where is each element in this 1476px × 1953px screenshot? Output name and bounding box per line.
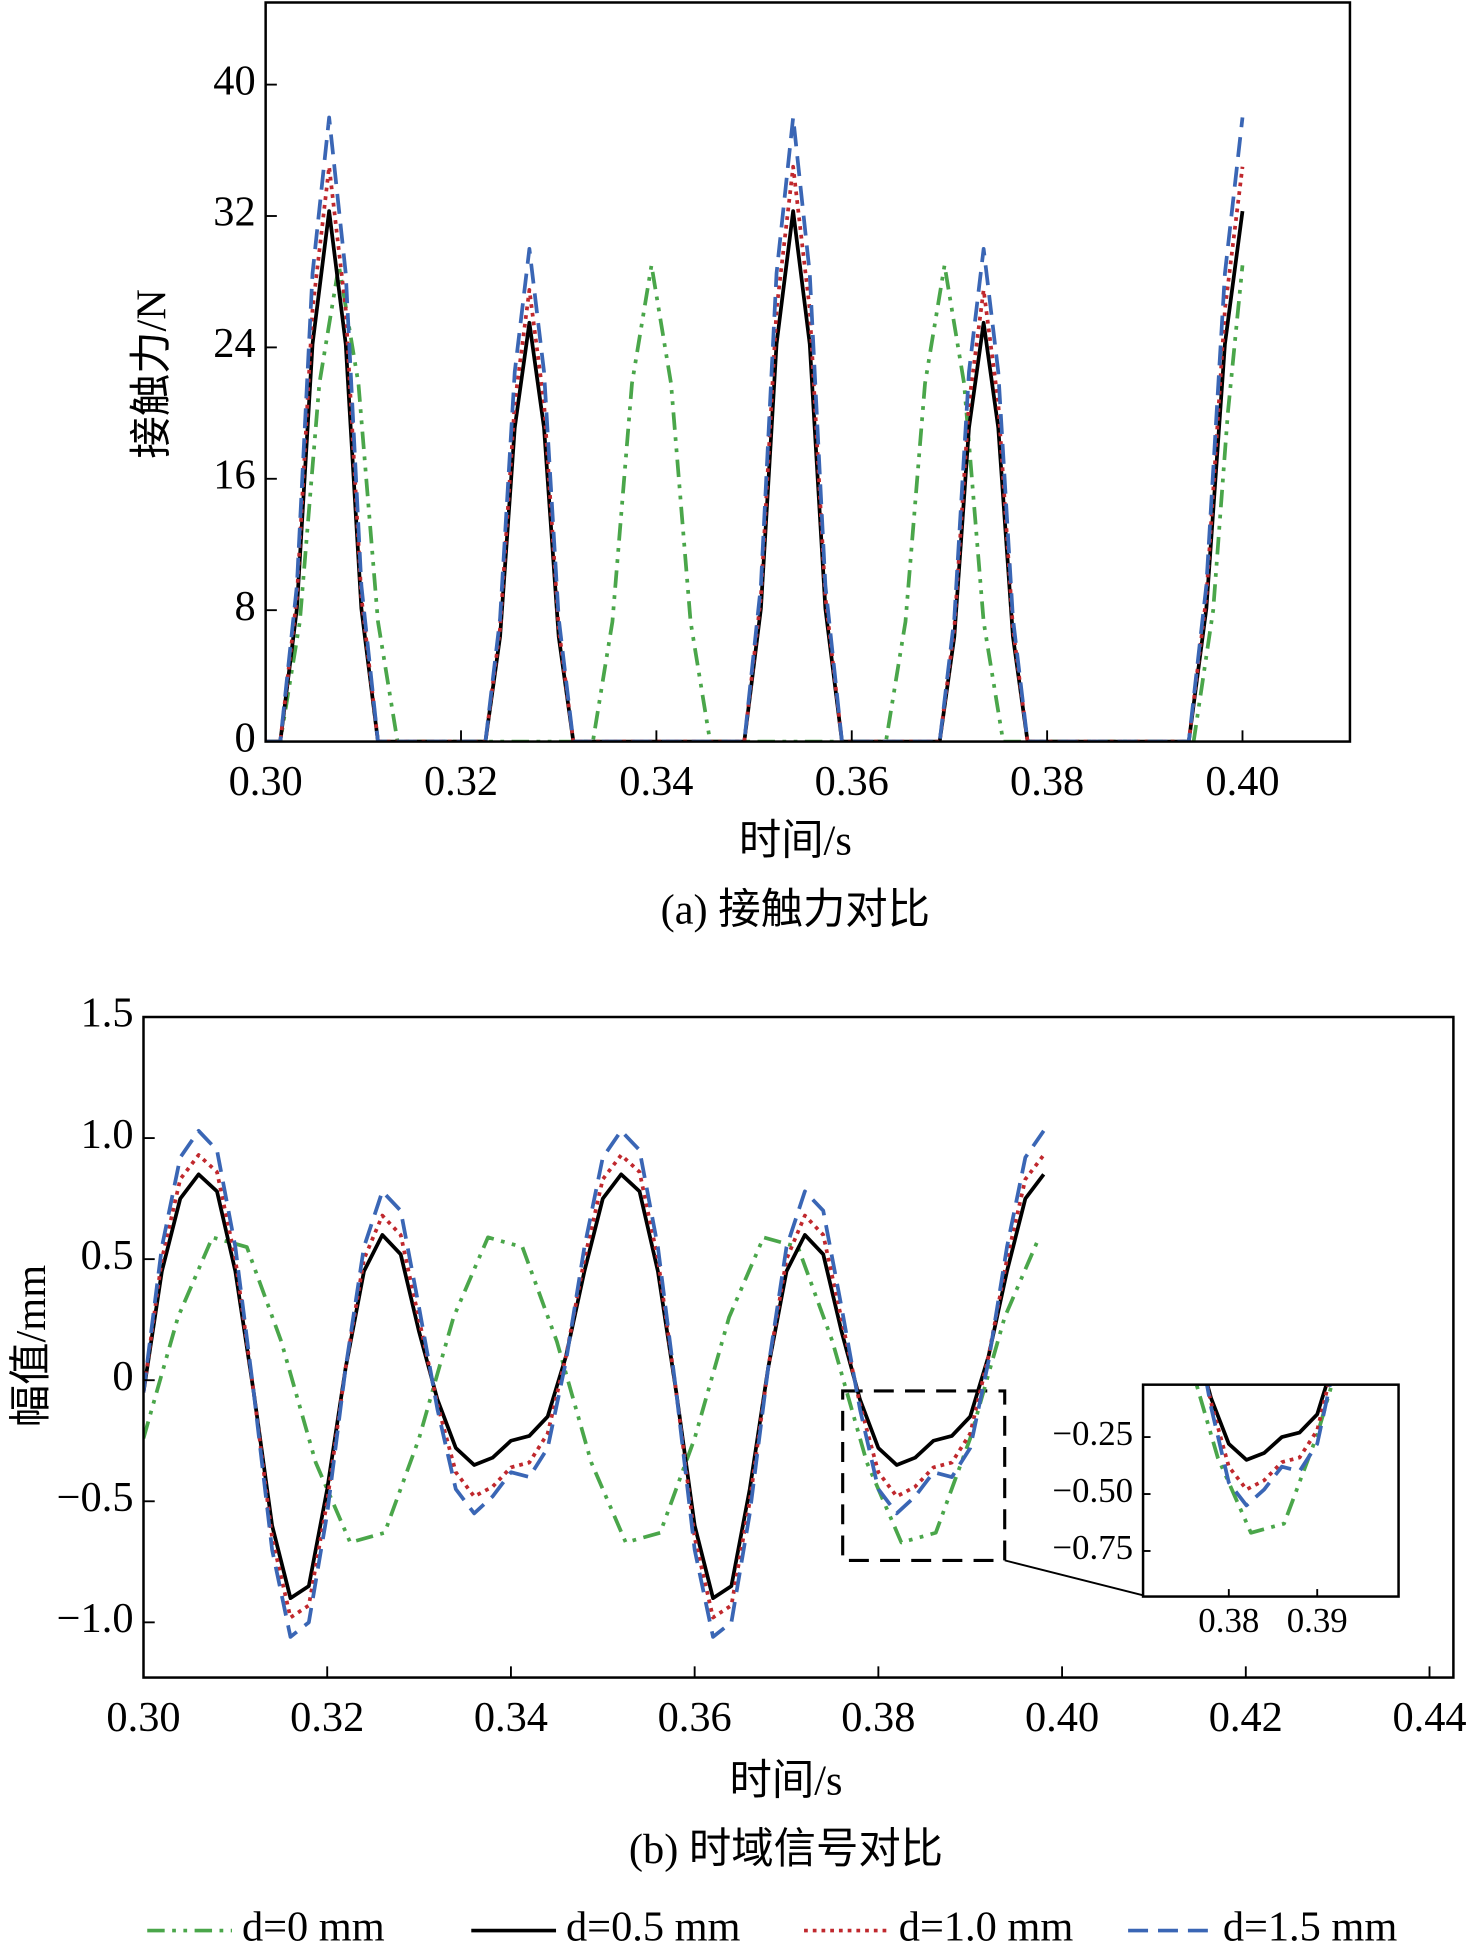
legend-label: d=1.0 mm [899, 1903, 1074, 1950]
series-line [143, 1235, 1041, 1545]
y-tick-label: −0.5 [57, 1474, 134, 1521]
x-tick-label: 0.34 [619, 758, 693, 805]
legend: d=0 mm d=0.5 mm d=1.0 mm d=1.5 mm [147, 1903, 1397, 1950]
y-tick-label: 0.5 [81, 1232, 134, 1279]
series-line [265, 115, 1245, 742]
x-tick-label: 0.38 [1198, 1601, 1259, 1640]
x-tick-label: 0.32 [424, 758, 498, 805]
x-tick-label: 0.30 [106, 1694, 180, 1741]
series-line [143, 1128, 1046, 1639]
chart-1: 1.5 1.0 0.5 0 −0.5 −1.0 0.30 0.32 0.34 0.36 0.38 0.… [8, 990, 1467, 1873]
x-tick-label: 0.36 [658, 1694, 732, 1741]
y-tick-label: 24 [213, 320, 255, 367]
y-tick-label: 1.5 [81, 990, 134, 1037]
y-tick-label: 40 [213, 57, 255, 104]
x-tick-label: 0.30 [229, 758, 303, 805]
zoom-region [841, 1389, 1007, 1562]
y-tick-label: 32 [213, 189, 255, 236]
series-line [143, 1172, 1046, 1601]
x-tick-label: 0.36 [815, 758, 889, 805]
y-tick-label: 8 [234, 583, 255, 630]
y-tick-label: −0.25 [1052, 1414, 1133, 1453]
plot-frame [264, 1, 1352, 743]
caption: (b) 时域信号对比 [629, 1826, 943, 1873]
series-line [143, 1153, 1046, 1620]
y-tick-label: 0 [112, 1353, 133, 1400]
series-line [1205, 1384, 1331, 1492]
x-tick-label: 0.42 [1209, 1694, 1283, 1741]
zoom-connector [1004, 1559, 1144, 1597]
inset: −0.25 −0.50 −0.75 0.38 0.39 [1052, 1383, 1400, 1640]
legend-label: d=0.5 mm [566, 1903, 741, 1950]
legend-label: d=0 mm [242, 1903, 385, 1950]
caption: (a) 接触力对比 [661, 886, 930, 933]
plot-frame [1141, 1383, 1400, 1598]
y-tick-label: 0 [234, 714, 255, 761]
series-line [265, 263, 1245, 742]
y-tick-label: −1.0 [57, 1595, 134, 1642]
series-line [1205, 1384, 1329, 1462]
y-tick-label: −0.50 [1052, 1471, 1133, 1510]
x-axis-label: 时间/s [739, 818, 852, 865]
x-tick-label: 0.34 [474, 1694, 548, 1741]
y-tick-label: 1.0 [81, 1111, 134, 1158]
x-tick-label: 0.44 [1392, 1694, 1466, 1741]
series-line [1205, 1384, 1332, 1508]
y-tick-label: 16 [213, 452, 255, 499]
x-tick-label: 0.40 [1205, 758, 1279, 805]
x-tick-label: 0.38 [1010, 758, 1084, 805]
x-tick-label: 0.32 [290, 1694, 364, 1741]
y-tick-label: −0.75 [1052, 1528, 1133, 1567]
y-axis-label: 幅值/mm [8, 1265, 55, 1427]
inset-background [1143, 1384, 1399, 1597]
y-axis-label: 接触力/N [129, 289, 176, 458]
x-tick-label: 0.39 [1287, 1601, 1348, 1640]
chart-0: 0 8 16 24 32 40 0.30 0.32 0.34 0.36 0.38 0.40 时间/s 接触… [129, 1, 1352, 933]
plot-frame [142, 1015, 1455, 1679]
x-tick-label: 0.38 [841, 1694, 915, 1741]
x-axis-label: 时间/s [729, 1757, 842, 1804]
x-tick-label: 0.40 [1025, 1694, 1099, 1741]
legend-label: d=1.5 mm [1223, 1903, 1398, 1950]
